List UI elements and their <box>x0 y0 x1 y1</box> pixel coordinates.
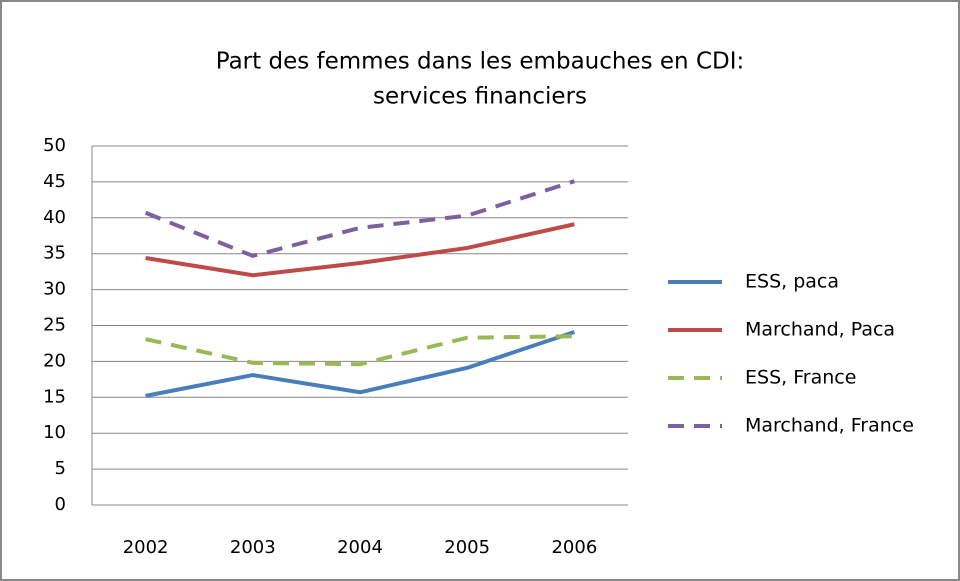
y-tick-label: 25 <box>43 315 66 336</box>
y-tick-label: 45 <box>43 171 66 192</box>
series-line <box>145 222 575 278</box>
series-line <box>144 179 576 258</box>
legend-label: Marchand, Paca <box>745 319 895 341</box>
legend-label: ESS, paca <box>745 271 839 293</box>
y-tick-label: 35 <box>43 243 66 264</box>
series-line <box>145 334 575 367</box>
x-tick-label: 2003 <box>230 537 276 558</box>
y-tick-label: 10 <box>43 422 66 443</box>
x-tick-label: 2004 <box>337 537 383 558</box>
legend-label: ESS, France <box>745 367 856 389</box>
y-tick-label: 0 <box>55 494 66 515</box>
y-tick-label: 20 <box>43 350 66 371</box>
chart-title: services financiers <box>373 84 587 110</box>
x-tick-label: 2002 <box>123 537 169 558</box>
y-tick-label: 15 <box>43 386 66 407</box>
chart-title: Part des femmes dans les embauches en CD… <box>216 49 745 75</box>
y-tick-label: 5 <box>55 458 66 479</box>
x-tick-label: 2005 <box>444 537 490 558</box>
y-tick-label: 30 <box>43 279 66 300</box>
y-tick-label: 40 <box>43 207 66 228</box>
x-tick-label: 2006 <box>551 537 597 558</box>
y-tick-label: 50 <box>43 135 66 156</box>
legend-label: Marchand, France <box>745 415 914 437</box>
series-line <box>145 330 576 398</box>
